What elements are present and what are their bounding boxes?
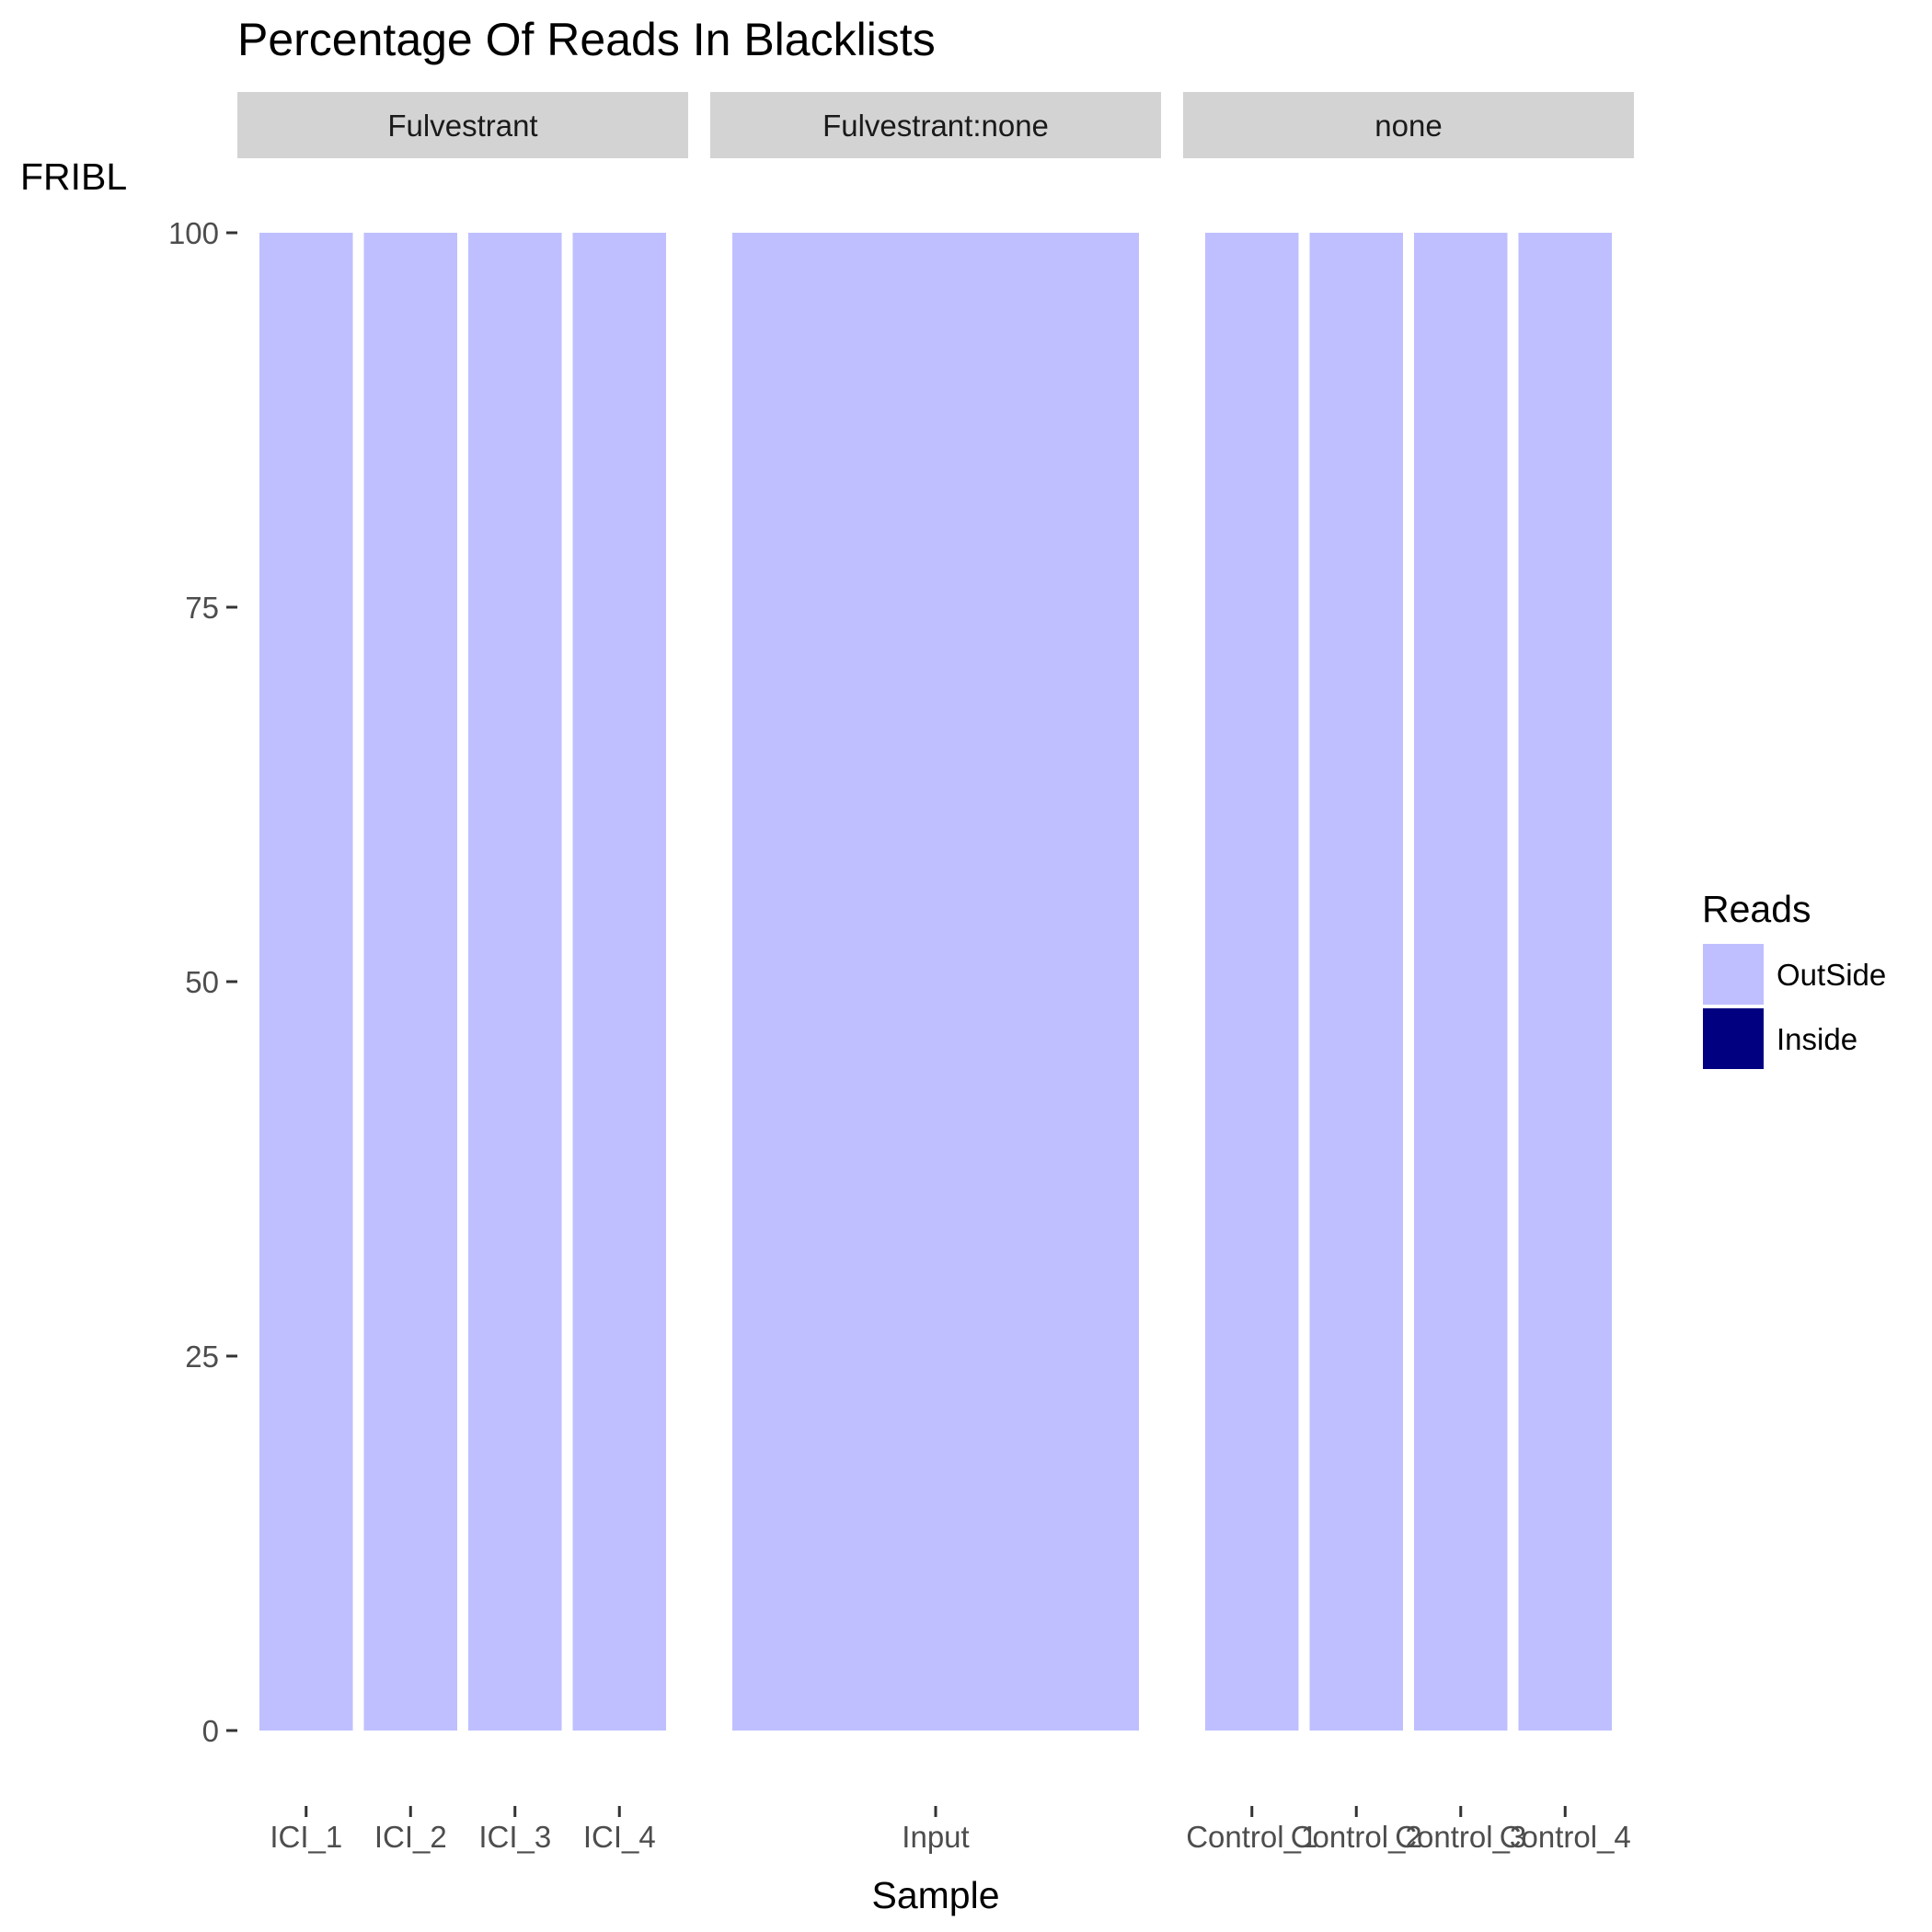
facet-strip-label: Fulvestrant — [387, 109, 537, 143]
facet-strip — [237, 92, 688, 158]
legend-key — [1703, 944, 1764, 1005]
y-tick-label: 25 — [185, 1340, 219, 1374]
x-tick-label: ICI_2 — [374, 1820, 447, 1854]
bar — [468, 233, 562, 1731]
x-tick-label: ICI_1 — [270, 1820, 342, 1854]
x-tick-label: ICI_4 — [583, 1820, 656, 1854]
bar — [572, 233, 666, 1731]
legend-label: Inside — [1777, 1022, 1857, 1056]
x-tick-label: ICI_3 — [478, 1820, 551, 1854]
bar — [1205, 233, 1299, 1731]
y-axis-title: FRIBL — [20, 155, 127, 198]
facet-panel: Fulvestrant ICI_1 ICI_2 ICI_3 ICI_4 — [237, 92, 688, 1854]
legend-label: OutSide — [1777, 958, 1886, 992]
y-tick-label: 0 — [202, 1714, 219, 1748]
bar — [1309, 233, 1403, 1731]
chart-title: Percentage Of Reads In Blacklists — [237, 14, 936, 65]
y-tick-label: 100 — [168, 216, 219, 250]
x-tick-label: Input — [902, 1820, 969, 1854]
x-axis-title: Sample — [871, 1874, 999, 1916]
facet-strip — [1183, 92, 1634, 158]
facet-strip-label: none — [1374, 109, 1442, 143]
x-tick-label: Control_2 — [1291, 1820, 1422, 1854]
bar — [732, 233, 1139, 1731]
legend-title: Reads — [1702, 888, 1811, 930]
bar — [1518, 233, 1612, 1731]
x-tick-label: Control_3 — [1395, 1820, 1526, 1854]
legend-key — [1703, 1008, 1764, 1069]
bar — [1414, 233, 1508, 1731]
bar — [363, 233, 457, 1731]
x-tick-label: Control_4 — [1500, 1820, 1631, 1854]
legend: Reads OutSide Inside — [1702, 888, 1886, 1069]
bar — [259, 233, 353, 1731]
facet-strip-label: Fulvestrant:none — [822, 109, 1049, 143]
y-axis: 0 25 50 75 100 — [168, 216, 237, 1748]
y-tick-label: 50 — [185, 965, 219, 999]
facet-panel: Fulvestrant:none Input — [710, 92, 1161, 1854]
x-tick-label: Control_1 — [1186, 1820, 1317, 1854]
y-tick-label: 75 — [185, 591, 219, 625]
facet-strip — [710, 92, 1161, 158]
